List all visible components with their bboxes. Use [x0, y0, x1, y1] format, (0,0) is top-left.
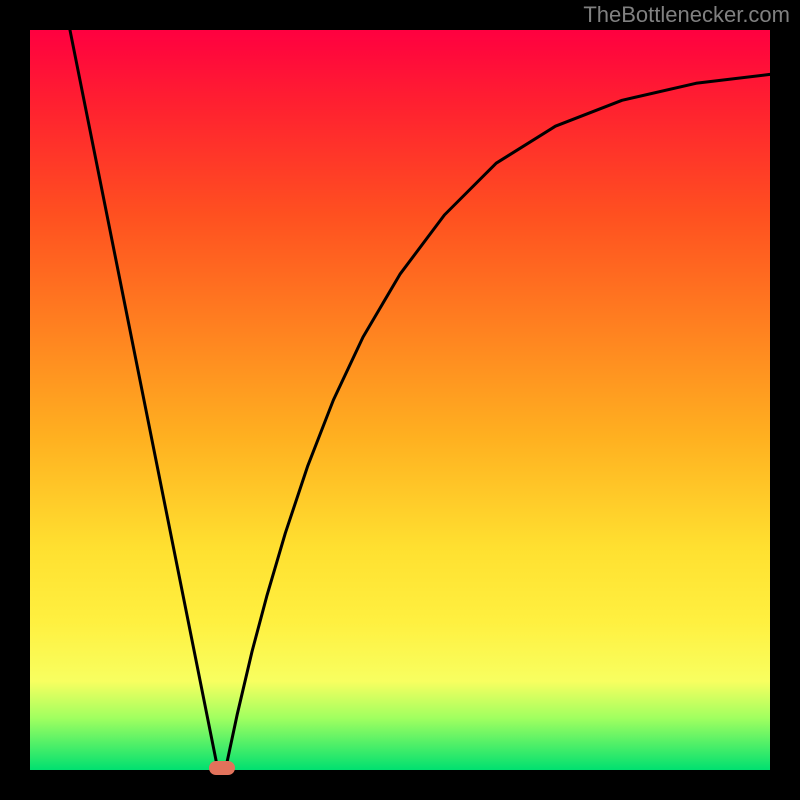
plot-area	[30, 30, 770, 770]
watermark-text: TheBottlenecker.com	[583, 2, 790, 28]
bottleneck-curve	[70, 30, 770, 770]
chart-frame: TheBottlenecker.com	[0, 0, 800, 800]
curve-layer	[30, 30, 770, 770]
optimum-marker	[209, 761, 235, 775]
